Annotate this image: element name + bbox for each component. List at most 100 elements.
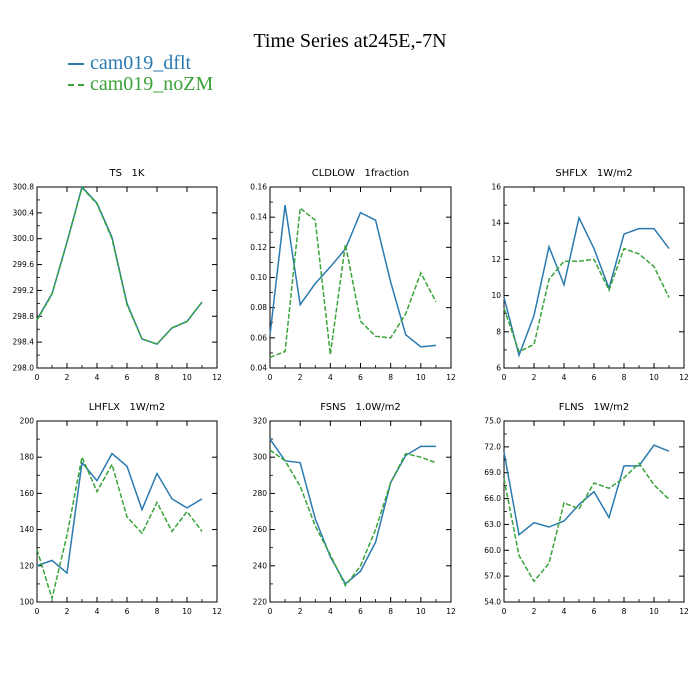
x-tick-label: 0 xyxy=(268,373,273,382)
y-tick-label: 0.06 xyxy=(250,333,267,342)
x-tick-label: 2 xyxy=(65,607,70,616)
x-tick-label: 10 xyxy=(182,607,192,616)
y-tick-label: 280 xyxy=(253,489,268,498)
y-tick-label: 54.0 xyxy=(484,598,501,607)
x-tick-label: 12 xyxy=(679,373,689,382)
y-tick-label: 300.4 xyxy=(13,208,35,217)
y-tick-label: 10 xyxy=(491,291,501,300)
y-tick-label: 300 xyxy=(253,453,268,462)
y-tick-label: 298.0 xyxy=(13,364,35,373)
x-tick-label: 2 xyxy=(298,373,303,382)
series-line-dflt xyxy=(503,215,670,358)
chart-title: TS 1K xyxy=(109,168,145,179)
y-tick-label: 300.8 xyxy=(13,183,35,192)
chart-title: SHFLX 1W/m2 xyxy=(555,168,632,179)
x-tick-label: 8 xyxy=(155,607,160,616)
x-tick-label: 0 xyxy=(502,373,507,382)
x-tick-label: 6 xyxy=(592,607,597,616)
x-tick-label: 0 xyxy=(35,373,40,382)
x-tick-label: 12 xyxy=(446,373,456,382)
x-tick-label: 8 xyxy=(155,373,160,382)
chart-panel-2: SHFLX 1W/m2 0 2 4 6 8 10 12 6 8 10 12 14 16 xyxy=(491,168,689,382)
x-tick-label: 6 xyxy=(358,373,363,382)
y-tick-label: 260 xyxy=(253,525,268,534)
chart-title: FSNS 1.0W/m2 xyxy=(320,402,401,413)
x-tick-label: 12 xyxy=(212,373,222,382)
y-tick-label: 299.2 xyxy=(13,286,35,295)
y-tick-label: 16 xyxy=(491,183,501,192)
series-line-nozm xyxy=(269,449,437,588)
y-tick-label: 140 xyxy=(20,525,35,534)
chart-panel-1: CLDLOW 1fraction 0 2 4 6 8 10 12 0.04 0.06 0.08 0.1… xyxy=(250,168,456,382)
x-tick-label: 4 xyxy=(562,607,567,616)
x-tick-label: 8 xyxy=(622,607,627,616)
y-tick-label: 57.0 xyxy=(484,572,501,581)
y-tick-label: 6 xyxy=(496,364,501,373)
x-tick-label: 2 xyxy=(65,373,70,382)
series-line-nozm xyxy=(269,206,437,359)
y-tick-label: 63.0 xyxy=(484,520,501,529)
x-tick-label: 6 xyxy=(592,373,597,382)
legend-entry-nozm: cam019_noZM xyxy=(68,73,213,95)
plot-frame xyxy=(269,420,452,603)
x-tick-label: 10 xyxy=(416,607,426,616)
series-line-dflt xyxy=(36,185,203,345)
series-line-nozm xyxy=(36,454,203,602)
chart-panel-3: LHFLX 1W/m2 0 2 4 6 8 10 12 100 120 140 160 180 200 xyxy=(20,402,222,616)
legend-swatch-dflt xyxy=(68,63,84,66)
series-line-dflt xyxy=(503,444,670,537)
series-line-dflt xyxy=(36,452,203,575)
x-tick-label: 0 xyxy=(35,607,40,616)
legend-entry-dflt: cam019_dflt xyxy=(68,52,191,74)
x-tick-label: 6 xyxy=(125,373,130,382)
page-title: Time Series at245E,-7N xyxy=(253,30,447,52)
x-tick-label: 2 xyxy=(298,607,303,616)
y-tick-label: 8 xyxy=(496,327,501,336)
y-tick-label: 240 xyxy=(253,561,268,570)
series-line-nozm xyxy=(36,186,203,345)
x-tick-label: 8 xyxy=(388,373,393,382)
legend-swatch-nozm xyxy=(68,84,84,87)
chart-title: LHFLX 1W/m2 xyxy=(89,402,166,413)
x-tick-label: 0 xyxy=(502,607,507,616)
x-tick-label: 6 xyxy=(358,607,363,616)
y-tick-label: 0.14 xyxy=(250,213,267,222)
plot-frame xyxy=(503,186,685,369)
y-tick-label: 200 xyxy=(20,417,35,426)
x-tick-label: 4 xyxy=(328,607,333,616)
y-tick-label: 0.08 xyxy=(250,303,267,312)
y-tick-label: 298.4 xyxy=(13,338,35,347)
y-tick-label: 69.0 xyxy=(484,468,501,477)
y-tick-label: 298.8 xyxy=(13,312,35,321)
y-tick-label: 75.0 xyxy=(484,417,501,426)
series-line-dflt xyxy=(269,204,436,348)
x-tick-label: 6 xyxy=(125,607,130,616)
x-tick-label: 12 xyxy=(212,607,222,616)
legend-label-nozm: cam019_noZM xyxy=(90,73,214,95)
x-tick-label: 12 xyxy=(446,607,456,616)
y-tick-label: 160 xyxy=(20,489,35,498)
x-tick-label: 12 xyxy=(679,607,689,616)
x-tick-label: 4 xyxy=(562,373,567,382)
y-tick-label: 120 xyxy=(20,561,35,570)
series-line-nozm xyxy=(503,247,670,353)
chart-panel-5: FLNS 1W/m2 0 2 4 6 8 10 12 54.0 57.0 60.0 63.0 66.0 6… xyxy=(484,402,689,616)
x-tick-label: 4 xyxy=(95,607,100,616)
x-tick-label: 10 xyxy=(649,607,659,616)
x-tick-label: 0 xyxy=(268,607,273,616)
series-line-nozm xyxy=(503,462,670,583)
series-line-dflt xyxy=(269,438,436,586)
legend-label-dflt: cam019_dflt xyxy=(90,52,192,74)
y-tick-label: 12 xyxy=(491,255,501,264)
chart-panel-4: FSNS 1.0W/m2 0 2 4 6 8 10 12 220 240 260 280 300 320 xyxy=(253,402,456,616)
x-tick-label: 8 xyxy=(388,607,393,616)
y-tick-label: 0.12 xyxy=(250,243,267,252)
plot-frame xyxy=(36,420,218,603)
x-tick-label: 4 xyxy=(328,373,333,382)
y-tick-label: 320 xyxy=(253,417,268,426)
x-tick-label: 2 xyxy=(532,373,537,382)
y-tick-label: 0.04 xyxy=(250,364,267,373)
y-tick-label: 66.0 xyxy=(484,494,501,503)
chart-panel-0: TS 1K 0 2 4 6 8 10 12 298.0 298.4 298.8 299.2 299.6 3… xyxy=(13,168,222,382)
